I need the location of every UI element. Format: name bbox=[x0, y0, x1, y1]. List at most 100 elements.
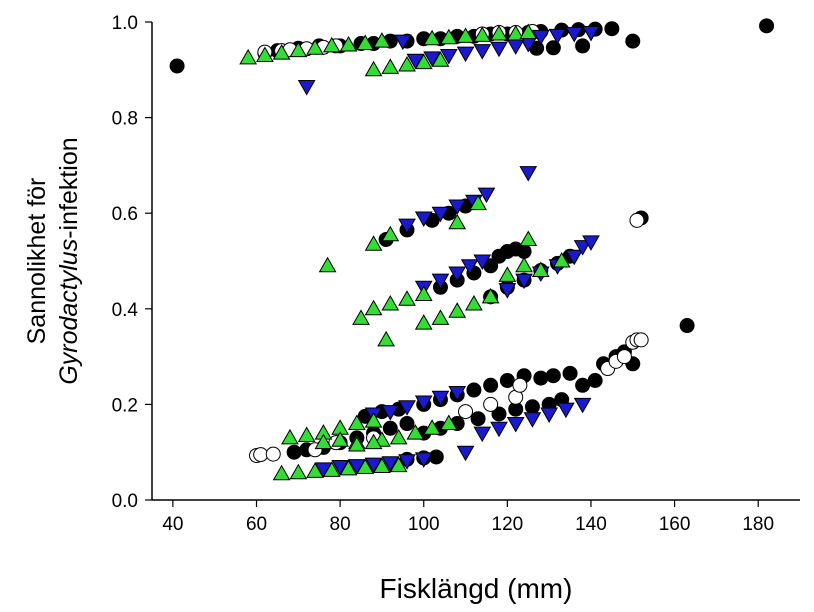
data-point bbox=[466, 382, 482, 398]
data-point bbox=[565, 26, 584, 43]
data-point bbox=[406, 424, 425, 440]
data-point bbox=[456, 445, 475, 462]
data-point bbox=[519, 23, 538, 40]
data-point bbox=[347, 436, 366, 452]
y-axis-title-line1: Sannolikhet för bbox=[23, 178, 51, 345]
data-point bbox=[382, 420, 398, 436]
data-point bbox=[759, 18, 775, 34]
data-point bbox=[306, 462, 324, 478]
data-point bbox=[431, 390, 450, 407]
data-point bbox=[515, 273, 533, 290]
data-point bbox=[460, 259, 479, 275]
data-point bbox=[519, 166, 538, 182]
data-point bbox=[318, 256, 337, 273]
data-point bbox=[289, 41, 308, 58]
x-tick-label: 100 bbox=[408, 514, 440, 535]
data-point bbox=[364, 299, 383, 316]
data-point bbox=[506, 39, 525, 55]
x-ticks: 40 60 80 100 120 140 160 180 bbox=[162, 500, 774, 535]
data-point bbox=[423, 29, 441, 46]
data-point bbox=[414, 285, 433, 301]
series-circle-0 bbox=[169, 18, 775, 467]
y-tick-label: 0.8 bbox=[112, 109, 138, 130]
data-point bbox=[448, 199, 467, 216]
data-point bbox=[616, 349, 632, 365]
data-point bbox=[281, 428, 299, 445]
data-point bbox=[582, 26, 600, 42]
data-point bbox=[322, 36, 341, 53]
data-point bbox=[679, 318, 695, 334]
data-point bbox=[548, 28, 567, 45]
x-tick-label: 80 bbox=[330, 514, 351, 535]
data-point bbox=[239, 48, 258, 65]
data-point bbox=[565, 249, 584, 266]
data-point bbox=[456, 27, 475, 43]
data-point bbox=[414, 314, 433, 330]
data-point bbox=[331, 431, 349, 447]
data-point bbox=[523, 412, 542, 428]
data-point bbox=[322, 461, 341, 477]
data-point bbox=[381, 225, 400, 242]
data-point bbox=[331, 460, 349, 476]
data-point bbox=[272, 44, 291, 60]
data-point bbox=[297, 80, 316, 96]
series-triangle-up-3 bbox=[239, 23, 571, 481]
data-point bbox=[477, 187, 496, 204]
data-point bbox=[364, 60, 383, 77]
data-point bbox=[515, 256, 533, 273]
data-point bbox=[473, 44, 492, 60]
data-point bbox=[306, 39, 324, 55]
data-point bbox=[389, 428, 408, 445]
data-point bbox=[573, 240, 592, 256]
data-point bbox=[272, 464, 291, 481]
data-point bbox=[524, 399, 540, 415]
data-point bbox=[423, 419, 441, 435]
data-point bbox=[431, 206, 450, 223]
data-point bbox=[265, 446, 281, 462]
data-point bbox=[604, 21, 620, 37]
data-point bbox=[339, 459, 358, 476]
data-point bbox=[512, 377, 528, 393]
data-point bbox=[490, 24, 508, 41]
y-axis-title: Sannolikhet för Gyrodactylus-infektion bbox=[23, 137, 83, 384]
data-point bbox=[516, 243, 532, 259]
data-point bbox=[431, 309, 450, 325]
data-point bbox=[519, 230, 538, 246]
data-point bbox=[169, 58, 185, 74]
data-point bbox=[573, 397, 592, 414]
data-point bbox=[506, 24, 525, 41]
data-points bbox=[169, 18, 775, 481]
data-point bbox=[498, 283, 517, 299]
data-point bbox=[398, 290, 416, 306]
y-tick-label: 0.2 bbox=[112, 395, 138, 416]
plot-frame bbox=[151, 22, 800, 501]
data-point bbox=[533, 370, 549, 386]
data-point bbox=[473, 26, 492, 42]
data-point bbox=[456, 46, 475, 63]
data-point bbox=[398, 400, 416, 416]
data-point bbox=[552, 251, 571, 268]
data-point bbox=[356, 458, 375, 474]
data-point bbox=[431, 273, 450, 290]
data-point bbox=[465, 295, 483, 311]
data-point bbox=[448, 266, 467, 282]
data-point bbox=[364, 412, 383, 428]
data-point bbox=[439, 414, 458, 431]
x-tick-label: 180 bbox=[742, 514, 774, 535]
data-point bbox=[587, 373, 603, 388]
data-point bbox=[289, 463, 308, 480]
data-point bbox=[575, 377, 591, 393]
data-point bbox=[414, 395, 433, 412]
y-ticks: 0.0 0.2 0.4 0.6 0.8 1.0 bbox=[112, 13, 152, 512]
data-point bbox=[531, 261, 550, 278]
data-point bbox=[448, 302, 467, 318]
data-point bbox=[428, 449, 444, 465]
y-tick-label: 0.0 bbox=[112, 491, 138, 512]
x-tick-label: 120 bbox=[492, 514, 524, 535]
data-point bbox=[582, 235, 600, 251]
data-point bbox=[499, 373, 515, 388]
data-point bbox=[562, 365, 578, 381]
data-point bbox=[506, 417, 525, 433]
x-tick-label: 140 bbox=[575, 514, 607, 535]
